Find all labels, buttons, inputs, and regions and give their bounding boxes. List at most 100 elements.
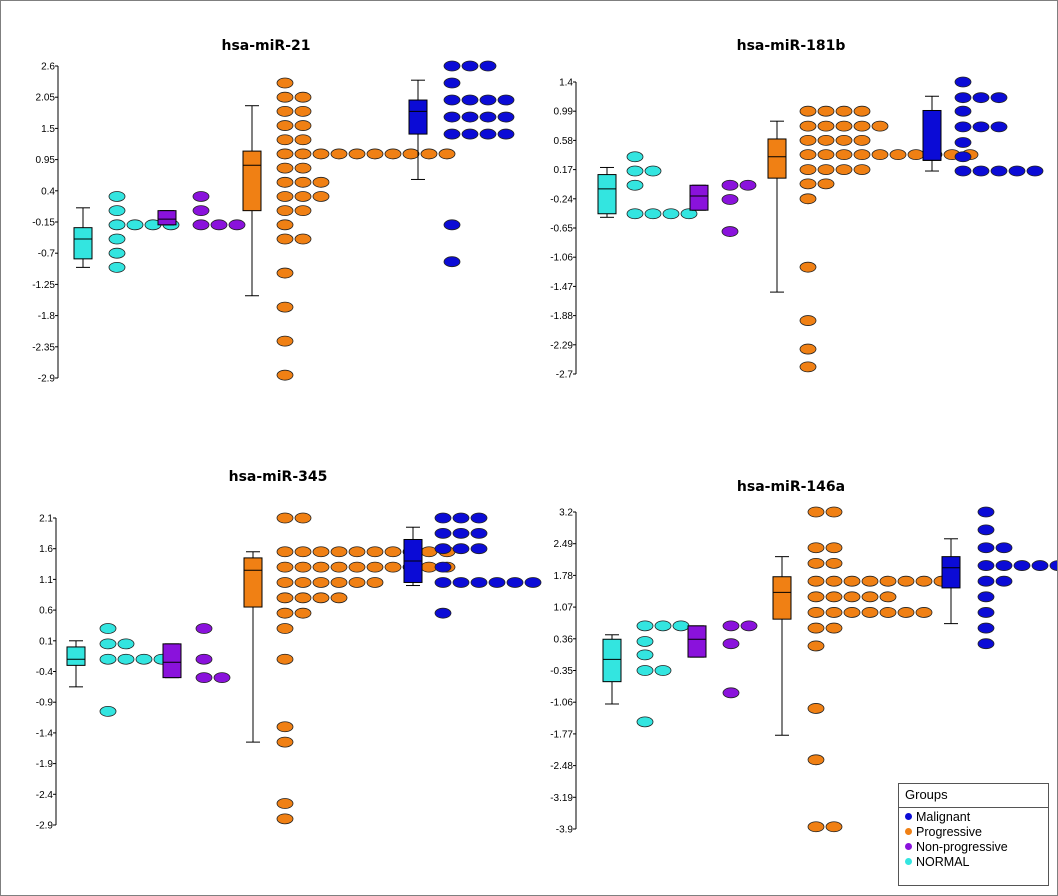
data-point	[276, 205, 294, 217]
data-point	[276, 512, 294, 524]
y-tick-label: 1.5	[41, 124, 55, 135]
data-point	[294, 561, 312, 573]
y-tick-label: -1.77	[550, 729, 573, 740]
y-tick-label: -0.65	[550, 224, 573, 235]
data-point	[99, 706, 117, 717]
y-tick-label: 1.07	[554, 603, 574, 614]
data-point	[853, 164, 871, 176]
data-point	[276, 736, 294, 748]
y-tick-label: -1.4	[36, 728, 54, 739]
data-point	[479, 60, 497, 72]
y-tick-label: -3.9	[556, 825, 574, 836]
legend-label: NORMAL	[916, 855, 970, 869]
data-point	[654, 665, 672, 676]
data-point	[312, 176, 330, 188]
data-point	[721, 194, 739, 205]
data-point	[977, 607, 995, 618]
data-point	[739, 179, 757, 191]
y-tick-label: 0.1	[39, 636, 53, 647]
data-point	[276, 120, 294, 131]
data-point	[799, 105, 817, 117]
panel-title: hsa-miR-181b	[737, 38, 846, 54]
data-point	[192, 205, 210, 217]
data-point	[853, 105, 871, 117]
legend-item-malignant: Malignant	[899, 810, 1048, 825]
data-point	[228, 219, 246, 231]
box	[243, 557, 263, 608]
y-tick-label: -1.47	[550, 282, 573, 293]
data-point	[817, 149, 835, 161]
data-point	[954, 151, 972, 163]
data-point	[384, 148, 402, 160]
data-point	[108, 247, 126, 259]
data-point	[276, 219, 294, 231]
data-point	[294, 134, 312, 146]
group-malignant	[403, 512, 542, 619]
data-point	[799, 134, 817, 146]
data-point	[506, 577, 524, 588]
data-point	[438, 148, 456, 160]
group-progressive	[767, 105, 979, 373]
data-point	[443, 128, 461, 140]
data-point	[990, 121, 1008, 133]
data-point	[636, 716, 654, 728]
data-point	[977, 591, 995, 603]
data-point	[276, 369, 294, 381]
data-point	[853, 134, 871, 146]
data-point	[470, 512, 488, 524]
legend-label: Progressive	[916, 825, 982, 839]
data-point	[722, 687, 740, 699]
data-point	[879, 591, 897, 603]
data-point	[461, 60, 479, 72]
panel-title: hsa-miR-345	[229, 469, 328, 485]
data-point	[977, 506, 995, 518]
group-normal	[597, 151, 698, 220]
data-point	[294, 233, 312, 245]
y-tick-label: 1.4	[559, 78, 573, 89]
data-point	[1013, 560, 1031, 571]
y-tick-label: -2.9	[36, 821, 54, 832]
data-point	[680, 208, 698, 220]
legend-swatch	[905, 813, 912, 821]
data-point	[740, 620, 758, 632]
data-point	[990, 165, 1008, 177]
data-point	[825, 557, 843, 569]
data-point	[995, 560, 1013, 571]
data-point	[977, 575, 995, 587]
data-point	[488, 577, 506, 588]
data-point	[312, 191, 330, 202]
y-tick-label: 0.6	[39, 606, 53, 617]
data-point	[294, 191, 312, 202]
y-tick-label: -0.24	[550, 194, 573, 205]
data-point	[977, 524, 995, 536]
data-point	[276, 813, 294, 825]
data-point	[452, 527, 470, 539]
data-point	[348, 546, 366, 558]
data-point	[636, 620, 654, 632]
data-point	[817, 105, 835, 117]
group-normal	[66, 623, 171, 717]
data-point	[470, 577, 488, 588]
legend-swatch	[905, 843, 912, 851]
data-point	[524, 577, 542, 588]
data-point	[195, 653, 213, 665]
data-point	[626, 151, 644, 163]
box	[66, 646, 86, 666]
box	[941, 556, 961, 589]
data-point	[871, 149, 889, 161]
data-point	[972, 92, 990, 104]
data-point	[825, 622, 843, 634]
y-tick-label: 0.99	[554, 107, 574, 118]
box	[772, 576, 792, 620]
data-point	[636, 649, 654, 661]
data-point	[954, 165, 972, 177]
data-point	[276, 592, 294, 604]
data-point	[497, 111, 515, 123]
data-point	[434, 527, 452, 539]
y-tick-label: 1.6	[39, 544, 53, 555]
data-point	[662, 208, 680, 220]
data-point	[654, 620, 672, 632]
data-point	[99, 638, 117, 650]
data-point	[312, 577, 330, 588]
